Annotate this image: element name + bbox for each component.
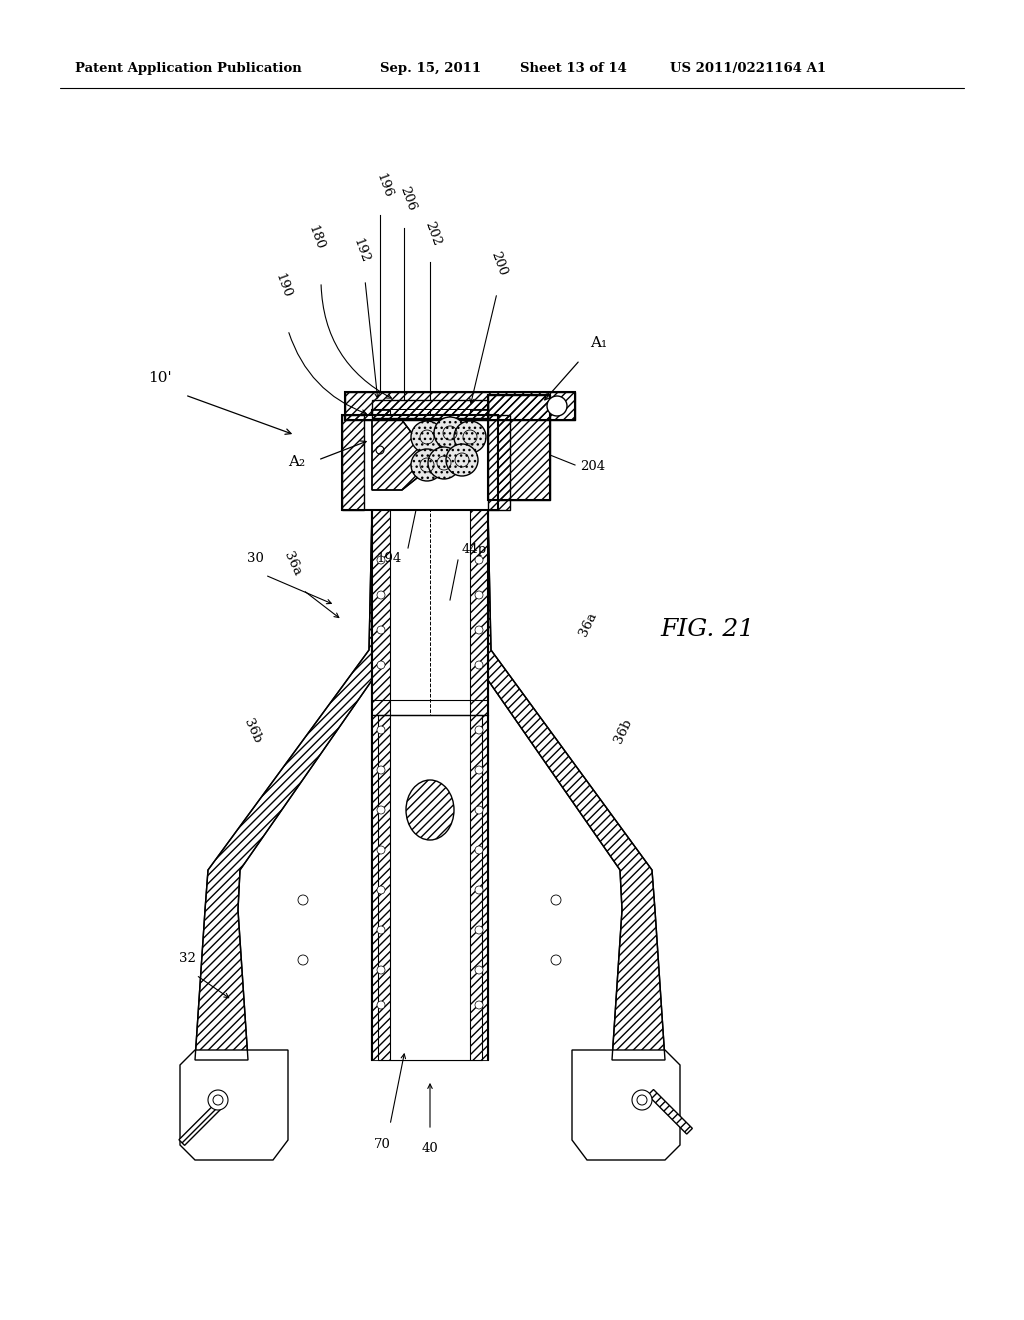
Text: 180: 180: [305, 224, 327, 252]
Text: 196: 196: [374, 172, 394, 201]
Circle shape: [377, 807, 385, 814]
Circle shape: [411, 421, 443, 453]
Circle shape: [475, 807, 483, 814]
Bar: [345, 392, 575, 420]
Bar: [470, 411, 488, 1060]
Circle shape: [298, 954, 308, 965]
Text: 70: 70: [374, 1138, 390, 1151]
Circle shape: [475, 846, 483, 854]
Polygon shape: [572, 1049, 680, 1160]
Circle shape: [475, 626, 483, 634]
Bar: [488, 395, 550, 500]
Circle shape: [377, 846, 385, 854]
Text: 194: 194: [377, 552, 402, 565]
Circle shape: [377, 966, 385, 974]
Text: 36a: 36a: [281, 550, 303, 578]
Text: 200: 200: [488, 249, 509, 279]
Circle shape: [551, 895, 561, 906]
Circle shape: [475, 766, 483, 774]
Text: 190: 190: [272, 272, 294, 300]
Circle shape: [454, 421, 486, 453]
Circle shape: [377, 766, 385, 774]
Bar: [372, 411, 488, 1060]
Circle shape: [298, 895, 308, 906]
Circle shape: [475, 661, 483, 669]
Bar: [372, 411, 390, 1060]
Circle shape: [428, 447, 460, 479]
Text: A₂: A₂: [288, 455, 305, 469]
Circle shape: [475, 726, 483, 734]
Polygon shape: [179, 1101, 223, 1146]
Circle shape: [411, 449, 443, 480]
Circle shape: [446, 444, 478, 477]
Circle shape: [475, 1001, 483, 1008]
Circle shape: [377, 556, 385, 564]
Text: 202: 202: [423, 220, 443, 248]
Bar: [342, 414, 364, 510]
Bar: [390, 411, 470, 1060]
Circle shape: [547, 396, 567, 416]
Text: 44p: 44p: [462, 544, 487, 557]
Circle shape: [377, 591, 385, 599]
Text: 36b: 36b: [242, 717, 264, 744]
Text: 192: 192: [350, 236, 372, 265]
Text: 40: 40: [422, 1142, 438, 1155]
Circle shape: [475, 556, 483, 564]
Text: 32: 32: [178, 952, 196, 965]
Circle shape: [377, 1001, 385, 1008]
Text: 204: 204: [580, 461, 605, 474]
Circle shape: [377, 626, 385, 634]
Text: FIG. 21: FIG. 21: [660, 619, 754, 642]
Circle shape: [208, 1090, 228, 1110]
Circle shape: [632, 1090, 652, 1110]
Circle shape: [434, 417, 466, 449]
Bar: [470, 715, 482, 1060]
Text: Patent Application Publication: Patent Application Publication: [75, 62, 302, 75]
Polygon shape: [648, 1089, 692, 1134]
Circle shape: [475, 927, 483, 935]
Circle shape: [377, 927, 385, 935]
Text: Sep. 15, 2011: Sep. 15, 2011: [380, 62, 481, 75]
Circle shape: [475, 591, 483, 599]
Polygon shape: [180, 1049, 288, 1160]
Circle shape: [551, 954, 561, 965]
Text: US 2011/0221164 A1: US 2011/0221164 A1: [670, 62, 826, 75]
Text: 36b: 36b: [611, 717, 634, 744]
Bar: [488, 395, 550, 500]
Bar: [342, 414, 498, 510]
Text: A₁: A₁: [590, 337, 607, 350]
Bar: [378, 715, 390, 1060]
Bar: [345, 392, 575, 420]
Circle shape: [475, 966, 483, 974]
Circle shape: [377, 726, 385, 734]
Bar: [378, 715, 482, 1060]
Circle shape: [377, 886, 385, 894]
Text: 30: 30: [247, 552, 263, 565]
Circle shape: [377, 661, 385, 669]
Text: 10': 10': [148, 371, 172, 385]
Text: Sheet 13 of 14: Sheet 13 of 14: [520, 62, 627, 75]
Bar: [372, 400, 488, 418]
Text: 206: 206: [397, 185, 419, 213]
Text: 36a: 36a: [577, 610, 599, 638]
Circle shape: [475, 886, 483, 894]
Bar: [488, 414, 510, 510]
